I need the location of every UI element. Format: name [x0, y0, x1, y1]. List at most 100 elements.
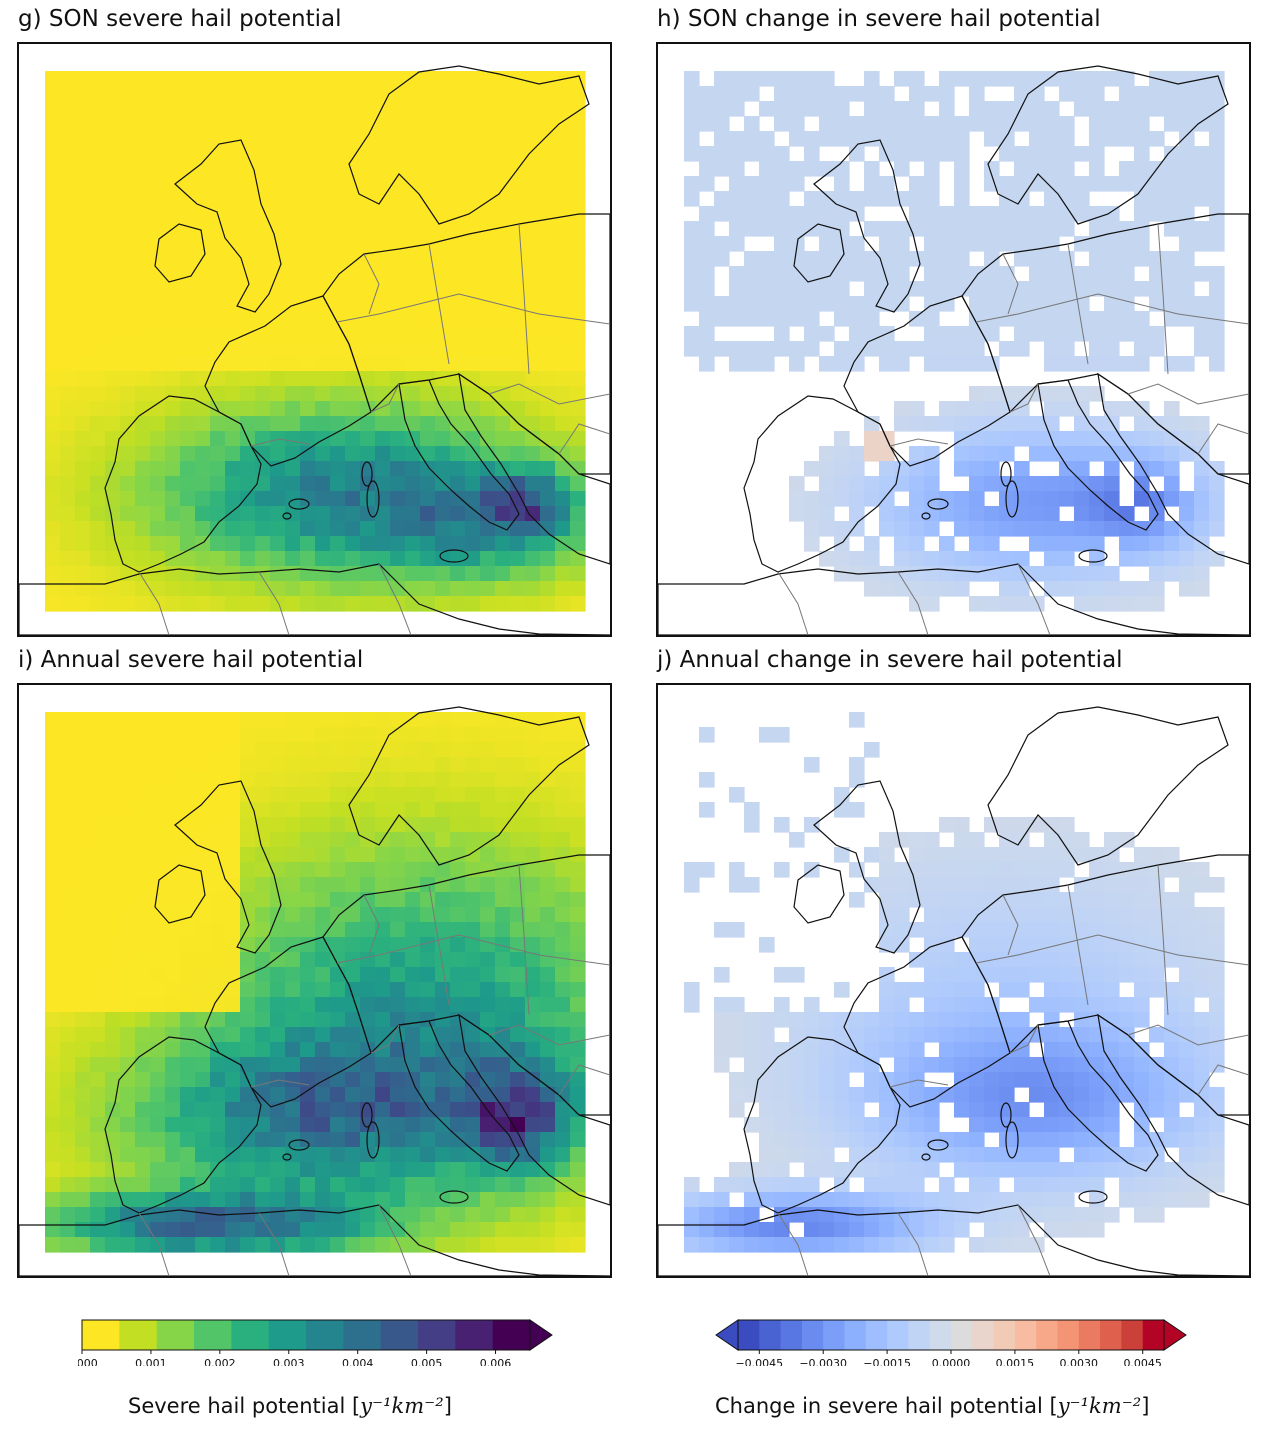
map-i-cell — [420, 712, 436, 728]
map-i-cell — [225, 1177, 241, 1193]
map-j-cell — [924, 832, 940, 848]
map-i-cell — [195, 847, 211, 863]
map-i-cell — [420, 1162, 436, 1178]
map-j-cell — [759, 937, 775, 953]
map-i-cell — [60, 802, 76, 818]
map-i-cell — [510, 952, 526, 968]
map-i-cell — [420, 1012, 436, 1028]
map-g-cell — [270, 251, 286, 267]
map-i-cell — [390, 982, 406, 998]
map-j-cell — [729, 862, 745, 878]
map-h-cell — [729, 71, 745, 87]
map-i-cell — [75, 712, 91, 728]
map-h-cell — [984, 206, 1000, 222]
map-j-cell — [909, 1042, 925, 1058]
map-g-cell — [270, 296, 286, 312]
map-i-cell — [465, 952, 481, 968]
map-h-cell — [954, 491, 970, 507]
map-j-cell — [954, 1012, 970, 1028]
map-i-cell — [270, 1207, 286, 1223]
map-h-cell — [1089, 101, 1105, 117]
map-i-coast-iberia — [104, 1036, 262, 1214]
map-h-cell — [1044, 476, 1060, 492]
map-h-coast-iberia — [743, 395, 901, 573]
map-j-cell — [999, 1147, 1015, 1163]
map-i-cell — [45, 1237, 61, 1253]
map-i-cell — [465, 802, 481, 818]
map-g-cell — [495, 431, 511, 447]
map-i-cell — [270, 892, 286, 908]
map-g-cell — [255, 536, 271, 552]
map-j-cell — [1074, 1117, 1090, 1133]
map-h-cell — [1044, 341, 1060, 357]
map-g-cell — [540, 221, 556, 237]
map-h-cell — [714, 341, 730, 357]
map-h-cell — [999, 506, 1015, 522]
map-i-cell — [165, 742, 181, 758]
map-i-cell — [60, 997, 76, 1013]
map-g-cell — [255, 431, 271, 447]
map-i-cell — [195, 1042, 211, 1058]
map-j-cell — [789, 1042, 805, 1058]
map-j-cell — [834, 1192, 850, 1208]
map-i-cell — [240, 727, 256, 743]
colorbar-change-min-arrow — [715, 1319, 739, 1351]
map-h-cell — [969, 296, 985, 312]
map-h-cell — [1209, 71, 1225, 87]
map-g-cell — [435, 311, 451, 327]
map-g-cell — [450, 581, 466, 597]
map-h-cell — [849, 506, 865, 522]
map-i-cell — [105, 997, 121, 1013]
map-j-cell — [879, 1087, 895, 1103]
map-g-cell — [105, 191, 121, 207]
map-g-cell — [270, 596, 286, 612]
map-i-cell — [450, 982, 466, 998]
map-g-cell — [165, 356, 181, 372]
map-g-cell — [420, 581, 436, 597]
map-h-cell — [774, 236, 790, 252]
map-j-cell — [789, 1237, 805, 1253]
map-h-cell — [834, 131, 850, 147]
map-i-cell — [525, 742, 541, 758]
map-g-cell — [210, 536, 226, 552]
map-j-cell — [804, 757, 820, 773]
map-j-cell — [804, 1102, 820, 1118]
map-j-cell — [1029, 1192, 1045, 1208]
map-j-cell — [804, 1207, 820, 1223]
map-i-cell — [150, 1012, 166, 1028]
map-i-cell — [195, 1117, 211, 1133]
map-i-cell — [435, 877, 451, 893]
map-g-cell — [90, 116, 106, 132]
map-j-cell — [774, 1087, 790, 1103]
map-i-cell — [225, 997, 241, 1013]
map-g-cell — [570, 581, 586, 597]
map-g-cell — [285, 326, 301, 342]
map-i-cell — [465, 1012, 481, 1028]
map-g-cell — [405, 596, 421, 612]
map-i-cell — [135, 952, 151, 968]
map-g-cell — [480, 161, 496, 177]
map-h-cell — [924, 551, 940, 567]
map-i-cell — [165, 1207, 181, 1223]
map-h-cell — [849, 311, 865, 327]
map-i-cell — [330, 1027, 346, 1043]
map-i-cell — [60, 1192, 76, 1208]
map-g-cell — [420, 296, 436, 312]
map-g-cell — [345, 131, 361, 147]
map-j-cell — [789, 1087, 805, 1103]
map-g-cell — [210, 596, 226, 612]
map-j-cell — [894, 982, 910, 998]
map-g-cell — [285, 281, 301, 297]
map-h-cell — [1044, 101, 1060, 117]
map-i-cell — [555, 1192, 571, 1208]
colorbar-absolute-bin — [82, 1320, 120, 1350]
map-g-cell — [480, 71, 496, 87]
map-i-cell — [360, 757, 376, 773]
map-g-cell — [45, 146, 61, 162]
map-i-cell — [315, 1207, 331, 1223]
map-i-cell — [330, 1162, 346, 1178]
map-j-cell — [879, 1192, 895, 1208]
map-i-cell — [390, 1162, 406, 1178]
map-j-cell — [759, 1222, 775, 1238]
map-h-cell — [1209, 311, 1225, 327]
